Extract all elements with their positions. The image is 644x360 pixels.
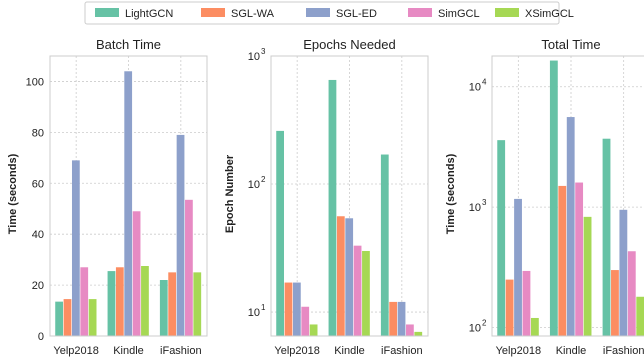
y-tick-label: 40 <box>32 229 44 241</box>
panel-title: Batch Time <box>96 37 161 52</box>
bar <box>141 266 149 336</box>
bar <box>397 301 406 336</box>
legend: LightGCN SGL-WA SGL-ED SimGCL XSimGCL <box>84 1 574 25</box>
bar <box>362 250 370 336</box>
bar <box>505 279 514 336</box>
bar <box>414 331 423 336</box>
panel-batch-time: Batch Time Time (seconds) 0 20 40 60 80 100 Ye… <box>7 37 208 357</box>
bar <box>602 138 611 336</box>
bar <box>575 182 584 336</box>
panel-title: Total Time <box>541 37 600 52</box>
bar <box>406 324 414 336</box>
y-tick-label-exponent: 2 <box>482 319 487 328</box>
bar <box>176 134 185 336</box>
x-tick-label: iFashion <box>603 345 644 357</box>
legend-swatch <box>201 8 225 17</box>
x-tick-label: iFashion <box>160 345 202 357</box>
y-tick-label-exponent: 3 <box>261 47 266 56</box>
y-tick-label: 0 <box>38 331 44 343</box>
bar <box>566 117 575 336</box>
legend-entry: SGL-WA <box>231 8 275 20</box>
y-axis-label: Epoch Number <box>224 154 236 233</box>
axis-frame <box>49 55 208 337</box>
axis-frame <box>491 55 644 337</box>
bar <box>185 199 193 336</box>
y-tick-label: 10 <box>469 202 481 214</box>
y-axis-label: Time (seconds) <box>445 153 457 234</box>
x-tick-label: iFashion <box>381 345 423 357</box>
bar <box>292 282 301 336</box>
x-tick-label: Kindle <box>334 345 365 357</box>
bar <box>132 211 141 336</box>
y-tick-label: 10 <box>248 179 260 191</box>
x-tick-label: Yelp2018 <box>496 345 541 357</box>
x-tick-label: Yelp2018 <box>53 345 98 357</box>
legend-swatch <box>95 8 119 17</box>
bar <box>88 299 97 336</box>
bar <box>159 280 168 336</box>
bar <box>80 267 89 336</box>
bar <box>636 296 644 336</box>
bar <box>611 270 619 336</box>
legend-entry: SimGCL <box>438 8 480 20</box>
bar <box>619 209 628 336</box>
bar <box>353 245 362 336</box>
legend-entry: XSimGCL <box>525 8 574 20</box>
bar <box>63 299 72 336</box>
x-tick-label: Yelp2018 <box>274 345 319 357</box>
y-tick-label: 80 <box>32 127 44 139</box>
y-tick-label: 20 <box>32 280 44 292</box>
y-tick-label: 100 <box>26 76 44 88</box>
bar <box>107 271 116 336</box>
axis-frame <box>270 55 429 337</box>
bar <box>276 130 284 336</box>
bar <box>301 306 310 336</box>
bar <box>193 272 202 336</box>
bar <box>497 140 506 336</box>
legend-swatch <box>408 8 432 17</box>
x-tick-label: Kindle <box>113 345 144 357</box>
bar <box>583 216 592 336</box>
y-tick-label: 10 <box>469 82 481 94</box>
bar <box>627 251 636 336</box>
bar <box>309 324 318 336</box>
bar <box>380 154 389 336</box>
legend-entry: SGL-ED <box>336 8 377 20</box>
bar <box>522 270 531 336</box>
panel-title: Epochs Needed <box>303 37 396 52</box>
bar <box>558 185 567 336</box>
bar <box>514 198 522 336</box>
legend-swatch <box>495 8 519 17</box>
bar <box>345 218 354 336</box>
bar <box>549 60 558 337</box>
bar <box>284 282 293 336</box>
bar <box>328 79 337 336</box>
y-axis-label: Time (seconds) <box>7 153 19 234</box>
bar <box>389 301 398 336</box>
bar <box>55 301 63 336</box>
bar <box>115 267 124 336</box>
y-tick-label: 10 <box>248 307 260 319</box>
y-tick-label-exponent: 4 <box>482 78 487 87</box>
bar <box>168 272 177 336</box>
bar <box>336 216 345 336</box>
y-tick-label: 60 <box>32 178 44 190</box>
legend-swatch <box>306 8 330 17</box>
legend-entry: LightGCN <box>125 8 173 20</box>
y-tick-label: 10 <box>248 51 260 63</box>
x-tick-label: Kindle <box>556 345 587 357</box>
y-tick-label: 10 <box>469 323 481 335</box>
y-tick-label-exponent: 1 <box>261 303 266 312</box>
bar <box>124 71 133 337</box>
y-tick-label-exponent: 3 <box>482 198 487 207</box>
bar <box>71 160 80 336</box>
y-tick-label-exponent: 2 <box>261 175 266 184</box>
bar <box>530 317 539 336</box>
